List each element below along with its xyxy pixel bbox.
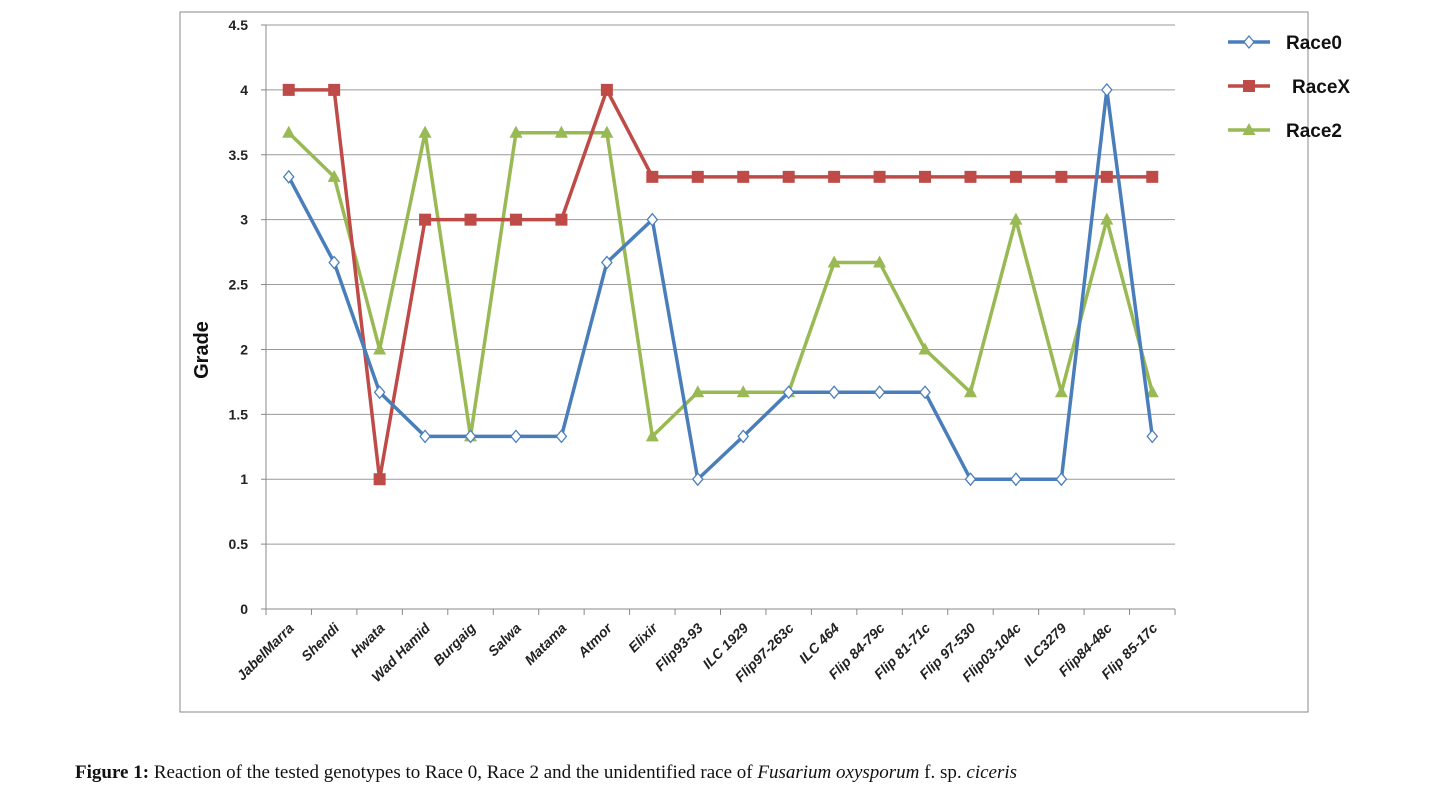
data-point: [828, 385, 840, 400]
data-point: [282, 169, 295, 184]
caption-species: Fusarium oxysporum: [757, 762, 920, 783]
data-point: [373, 342, 387, 355]
data-point: [282, 83, 295, 96]
data-point: [373, 473, 386, 486]
data-point: [555, 213, 568, 226]
data-point: [464, 213, 477, 226]
data-point: [918, 342, 932, 355]
y-tick-label: 1: [240, 471, 248, 487]
data-point: [873, 385, 886, 400]
data-point: [964, 472, 977, 487]
data-point: [737, 429, 750, 444]
y-tick-label: 4.5: [229, 17, 249, 33]
caption-text: Reaction of the tested genotypes to Race…: [149, 762, 758, 783]
data-point: [963, 385, 977, 398]
data-point: [1010, 472, 1022, 487]
data-point: [737, 170, 750, 183]
data-point: [828, 170, 841, 183]
data-point: [964, 170, 977, 183]
data-point: [554, 125, 568, 138]
data-point: [373, 385, 386, 400]
data-point: [736, 385, 750, 398]
chart-frame: [179, 11, 1309, 713]
data-point: [327, 169, 341, 182]
series-race0: [282, 82, 1159, 487]
data-point: [600, 125, 614, 138]
data-point: [1055, 170, 1068, 183]
data-point: [646, 212, 659, 227]
data-point: [328, 83, 341, 96]
data-point: [1054, 385, 1068, 398]
data-point: [919, 385, 931, 400]
y-axis-label: Grade: [191, 321, 213, 379]
caption-label: Figure 1:: [75, 762, 150, 783]
data-point: [419, 213, 432, 226]
data-point: [1100, 212, 1114, 225]
line-chart: 00.511.522.533.544.5 JabelMarra Shendi Hwa…: [179, 11, 1350, 713]
data-point: [418, 125, 432, 138]
legend-item: Race0: [1228, 33, 1342, 54]
data-point: [1055, 472, 1068, 487]
caption-forma: ciceris: [966, 762, 1018, 783]
data-point: [1009, 212, 1023, 225]
data-point: [1100, 170, 1113, 183]
series-line: [287, 88, 1155, 481]
series-line: [288, 88, 1153, 481]
data-point: [873, 170, 886, 183]
series-racex: [282, 83, 1159, 486]
legend-item: RaceX: [1228, 77, 1350, 98]
legend-item: Race2: [1228, 121, 1342, 142]
data-point: [691, 170, 704, 183]
y-tick-label: 3.5: [229, 147, 249, 163]
data-point: [600, 83, 613, 96]
data-point: [419, 429, 431, 444]
data-point: [509, 213, 522, 226]
legend-label: RaceX: [1292, 77, 1350, 98]
data-point: [645, 429, 659, 442]
legend-marker: [1243, 34, 1255, 50]
data-point: [1146, 429, 1159, 444]
data-point: [464, 429, 477, 444]
caption-mid: f. sp.: [919, 762, 967, 783]
data-point: [691, 472, 704, 487]
data-point: [1145, 385, 1159, 398]
y-tick-label: 2: [240, 341, 248, 357]
y-tick-label: 4: [240, 82, 248, 98]
figure-caption: Figure 1: Reaction of the tested genotyp…: [75, 762, 1017, 784]
data-point: [1146, 170, 1159, 183]
data-point: [827, 255, 841, 268]
y-tick-label: 0: [240, 601, 248, 617]
data-point: [328, 255, 341, 270]
data-point: [1009, 170, 1022, 183]
data-point: [691, 385, 705, 398]
y-tick-label: 2.5: [229, 277, 249, 293]
series-line: [287, 130, 1154, 439]
data-point: [510, 429, 522, 444]
data-point: [646, 170, 659, 183]
legend-marker: [1243, 80, 1255, 92]
series-race2: [282, 125, 1159, 442]
legend-label: Race0: [1286, 33, 1342, 54]
data-point: [1100, 82, 1113, 97]
y-tick-label: 1.5: [229, 406, 249, 422]
y-tick-label: 0.5: [229, 536, 249, 552]
data-point: [555, 429, 568, 444]
data-point: [873, 255, 887, 268]
legend-label: Race2: [1286, 121, 1342, 142]
data-point: [509, 125, 523, 138]
legend-marker: [1242, 123, 1256, 135]
data-point: [919, 170, 932, 183]
data-point: [782, 385, 795, 400]
data-point: [282, 125, 296, 138]
y-tick-label: 3: [240, 212, 248, 228]
data-point: [782, 170, 795, 183]
data-point: [601, 255, 613, 270]
